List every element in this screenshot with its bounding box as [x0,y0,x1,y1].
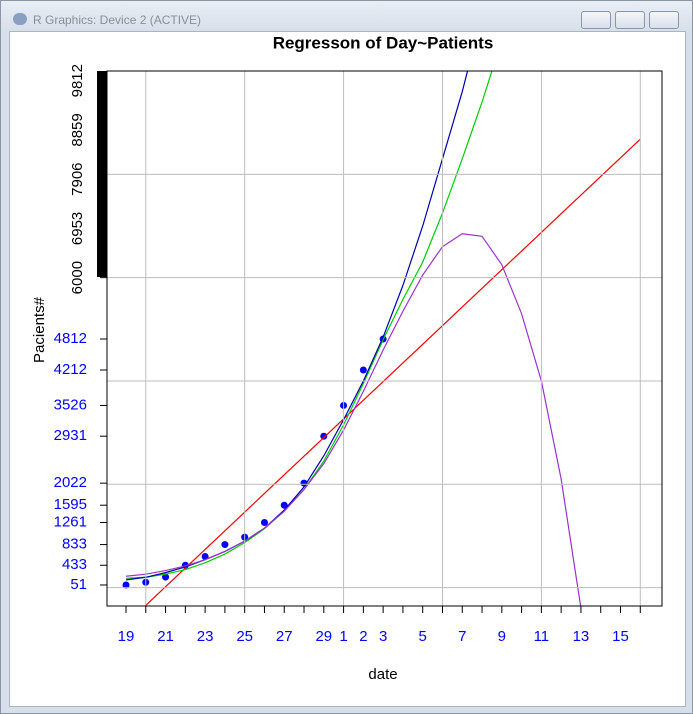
data-point [260,518,268,526]
plot-area [9,31,686,707]
maximize-button[interactable] [615,11,645,29]
x-tick-label: 3 [379,628,387,645]
y-tick-label: 433 [62,556,87,573]
y-tick-label: 9812 [69,64,86,97]
x-tick-label: 13 [573,628,590,645]
x-tick-label: 21 [157,628,174,645]
x-tick-label: 11 [534,628,550,645]
plot-frame [106,70,663,607]
x-tick-label: 1 [339,628,347,645]
y-tick-label: 4212 [54,361,87,378]
x-tick-label: 9 [498,628,506,645]
x-tick-label: 7 [458,628,466,645]
data-point [280,501,288,509]
fit-line [144,138,641,606]
x-tick-label: 27 [276,628,293,645]
data-point [201,553,209,561]
y-tick-label: 1595 [54,496,87,513]
y-tick-label: 833 [62,536,87,553]
y-tick-label: 2022 [54,474,87,491]
data-point [221,541,229,549]
y-tick-label: 7906 [69,162,86,195]
x-tick-label: 29 [315,628,332,645]
data-point [320,432,328,440]
x-tick-label: 23 [197,628,214,645]
y-tick-label: 1261 [54,513,87,530]
fit-line [125,71,493,579]
fit-line [125,233,582,606]
y-tick-label: 6000 [69,261,86,294]
data-point [162,573,170,581]
x-tick-label: 19 [118,628,135,645]
data-point [359,366,367,374]
fit-line [125,71,469,581]
x-tick-label: 25 [236,628,253,645]
plot-layer [122,71,641,606]
x-tick-label: 5 [419,628,427,645]
data-point [122,581,130,589]
y-axis-label: Pacients# [31,296,48,363]
close-button[interactable] [649,11,679,29]
window-title: R Graphics: Device 2 (ACTIVE) [33,13,202,27]
x-tick-label: 2 [359,628,367,645]
y-tick-label: 6953 [69,212,86,245]
x-axis-label: date [368,666,397,683]
y-tick-label: 2931 [54,427,87,444]
y-tick-label: 51 [70,576,87,593]
y-tick-label: 8859 [69,113,86,146]
app-icon [13,13,27,25]
tick-band [97,71,107,277]
chart-title: Regresson of Day~Patients [273,33,494,52]
minimize-button[interactable] [581,11,611,29]
y-tick-label: 4812 [54,330,87,347]
y-tick-label: 3526 [54,396,87,413]
x-tick-label: 15 [612,628,629,645]
